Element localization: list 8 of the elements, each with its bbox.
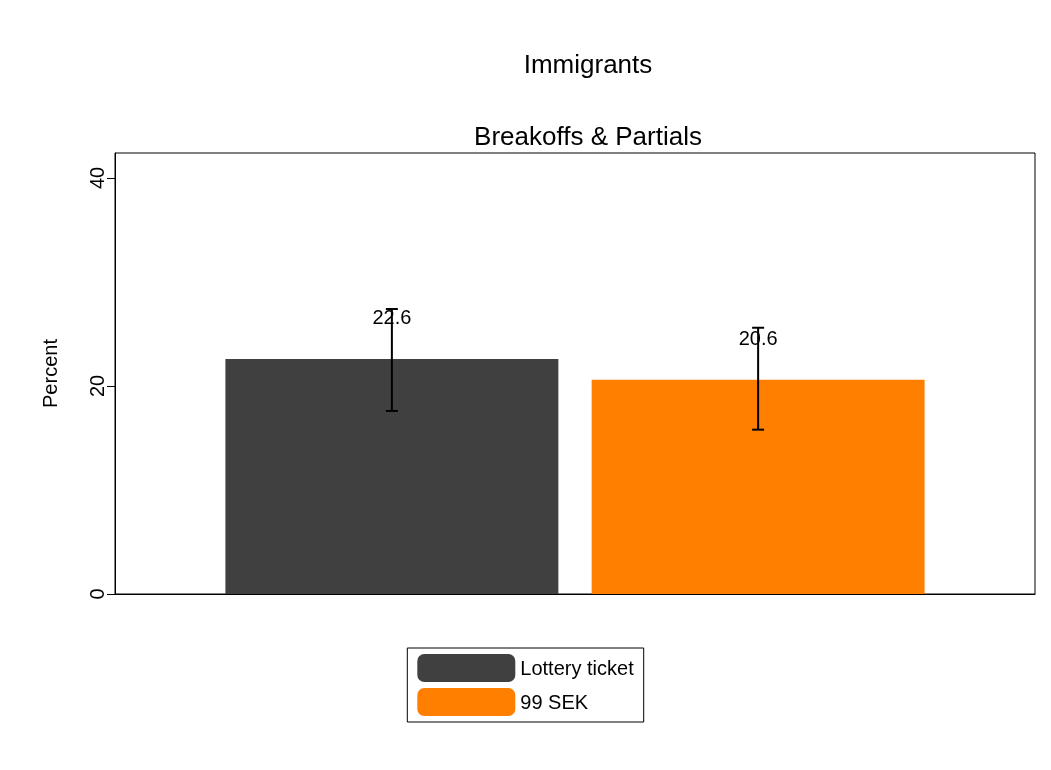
legend-label: Lottery ticket [520, 657, 635, 679]
y-tick-label: 0 [86, 588, 108, 600]
chart-subtitle: Breakoffs & Partials [474, 121, 702, 151]
y-tick-label: 40 [86, 166, 108, 190]
chart-title: Immigrants [523, 49, 653, 79]
y-tick-label: 20 [86, 374, 108, 398]
y-axis-title: Percent [39, 338, 61, 408]
legend-label: 99 SEK [520, 691, 589, 713]
